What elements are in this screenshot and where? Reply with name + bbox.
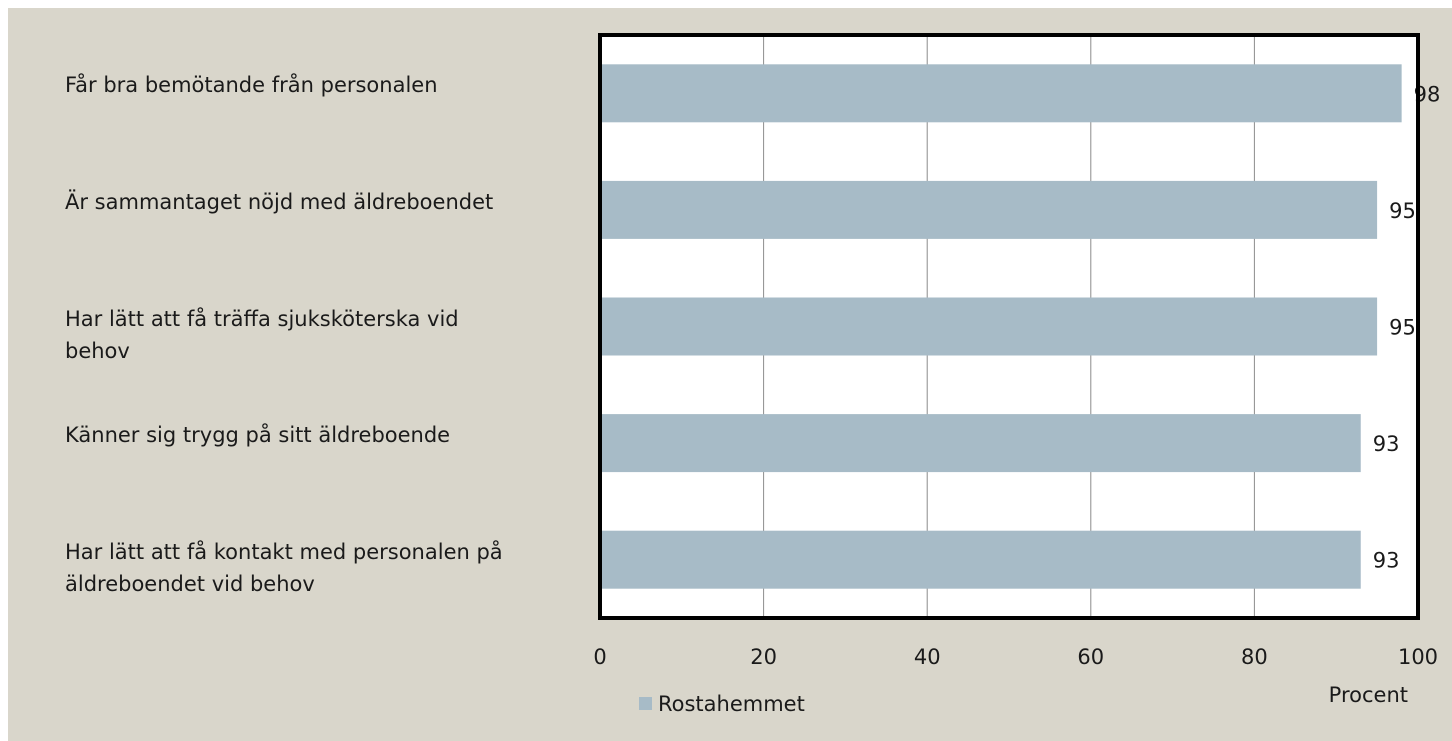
category-label: Får bra bemötande från personalen <box>65 73 438 98</box>
category-label: Har lätt att få kontakt med personalen p… <box>65 539 503 596</box>
x-tick-label: 60 <box>1077 645 1104 669</box>
x-tick-label: 40 <box>914 645 941 669</box>
legend-swatch <box>639 697 652 710</box>
category-label: Är sammantaget nöjd med äldreboendet <box>65 189 494 214</box>
x-tick-label: 80 <box>1241 645 1268 669</box>
bar <box>600 180 1378 239</box>
category-label: Har lätt att få träffa sjuksköterska vid… <box>65 306 459 363</box>
bar <box>600 414 1361 473</box>
x-axis-label: Procent <box>1329 683 1408 707</box>
legend-label: Rostahemmet <box>658 692 805 716</box>
x-tick-label: 20 <box>750 645 777 669</box>
data-label: 93 <box>1373 432 1400 456</box>
bar <box>600 297 1378 356</box>
x-tick-label: 100 <box>1398 645 1438 669</box>
category-label: Känner sig trygg på sitt äldreboende <box>65 423 451 448</box>
chart-background: 0 20 40 60 80 100 98 95 95 93 93 Procent Rostahemmet… <box>8 8 1452 741</box>
data-label: 95 <box>1389 199 1416 223</box>
plot-border <box>598 33 1420 620</box>
data-label: 95 <box>1389 316 1416 340</box>
bar <box>600 64 1402 123</box>
x-tick-label: 0 <box>593 645 606 669</box>
bar <box>600 530 1361 589</box>
data-label: 93 <box>1373 549 1400 573</box>
